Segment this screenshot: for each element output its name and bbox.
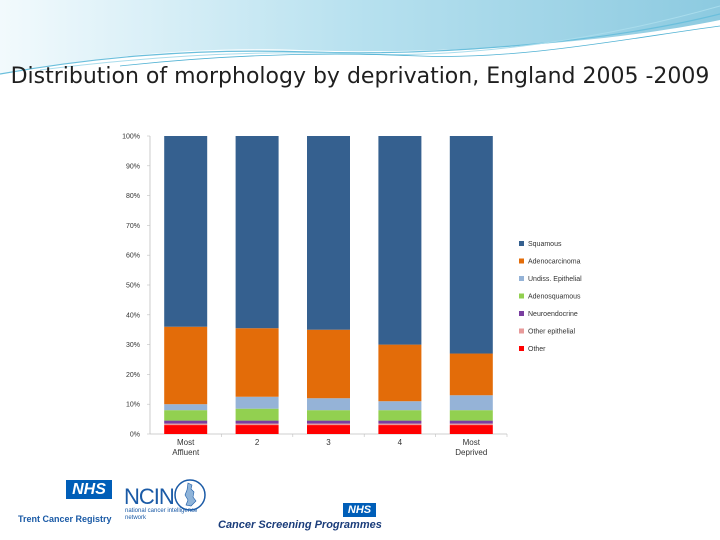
x-tick-label: Most [463,438,481,447]
stacked-bar-chart: 0%10%20%30%40%50%60%70%80%90%100%MostAff… [122,134,582,458]
trent-cancer-registry-label: Trent Cancer Registry [18,514,112,524]
x-tick-label: Deprived [455,448,487,457]
bar-segment-adenosquamous [307,410,350,421]
bar-segment-adenosquamous [449,410,493,421]
bar-segment-other [164,425,208,434]
bar-segment-adenocarcinoma [378,344,422,402]
legend-label: Squamous [528,241,562,248]
legend-swatch [519,328,524,334]
legend-label: Adenosquamous [528,294,581,301]
ncin-subtitle: national cancer intelligence network [125,508,198,521]
bar-segment-undiss-epithelial [449,395,493,411]
trent-nhs-logo: NHS [66,480,112,499]
bar-segment-other [307,425,350,434]
legend-swatch [519,311,524,316]
x-tick-label: 2 [255,438,260,447]
bar-segment-squamous [164,136,208,327]
bar-segment-other-epithelial [449,423,493,426]
bar-segment-neuroendocrine [449,420,493,424]
x-tick-label: Most [177,438,195,447]
bar-segment-squamous [449,136,493,354]
bar-segment-undiss-epithelial [307,398,350,411]
bar-segment-other-epithelial [378,423,422,426]
cancer-screening-programmes-label: Cancer Screening Programmes [218,519,382,531]
bar-segment-squamous [235,136,279,329]
y-tick-label: 50% [126,283,140,290]
bar-segment-other-epithelial [235,423,279,426]
y-tick-label: 30% [126,342,140,349]
ncin-logo-text: NCIN [124,484,175,509]
bar-segment-adenocarcinoma [164,326,208,405]
y-tick-label: 100% [122,134,140,141]
legend-swatch [519,346,524,351]
bar-segment-adenocarcinoma [307,329,350,399]
legend-swatch [519,241,524,246]
csp-nhs-logo: NHS [343,503,376,517]
bar-segment-other [235,425,279,434]
y-tick-label: 80% [126,193,140,200]
legend-label: Undiss. Epithelial [528,276,582,283]
y-tick-label: 70% [126,223,140,230]
legend-swatch [519,258,524,264]
bar-segment-squamous [307,136,350,330]
bar-segment-other [449,425,493,434]
bar-segment-undiss-epithelial [378,401,422,411]
legend-label: Adenocarcinoma [528,259,581,266]
bar-segment-adenosquamous [235,408,279,421]
bar-segment-adenosquamous [378,410,422,421]
y-tick-label: 90% [126,163,140,170]
bar-segment-other-epithelial [164,423,208,426]
bar-segment-neuroendocrine [164,420,208,424]
bar-segment-neuroendocrine [235,420,279,424]
logo-footer: NHS Trent Cancer Registry NCIN national … [0,470,720,540]
bar-segment-neuroendocrine [307,420,350,424]
legend-swatch [519,293,524,299]
y-tick-label: 60% [126,253,140,260]
bar-segment-undiss-epithelial [235,396,279,409]
y-tick-label: 20% [126,372,140,379]
x-tick-label: 3 [326,438,331,447]
legend-label: Neuroendocrine [528,311,578,318]
bar-segment-squamous [378,136,422,345]
bar-segment-other [378,425,422,434]
bar-segment-adenocarcinoma [449,353,493,396]
bar-segment-other-epithelial [307,423,350,426]
slide-title: Distribution of morphology by deprivatio… [10,64,710,89]
y-tick-label: 0% [130,432,140,439]
y-tick-label: 10% [126,402,140,409]
bar-segment-adenocarcinoma [235,328,279,397]
header-swoosh-decoration [0,0,720,75]
legend-label: Other [528,346,546,353]
y-tick-label: 40% [126,312,140,319]
x-tick-label: 4 [398,438,403,447]
bar-segment-neuroendocrine [378,420,422,424]
uk-map-icon [174,479,206,511]
legend-swatch [519,276,524,281]
bar-segment-undiss-epithelial [164,404,208,411]
x-tick-label: Affluent [172,448,200,457]
bar-segment-adenosquamous [164,410,208,421]
chart-panel: 0% 10% 20% 30% 40% 50% 60% 70% 80% 90% 100% Most Aff… [114,128,599,465]
legend-label: Other epithelial [528,329,576,336]
